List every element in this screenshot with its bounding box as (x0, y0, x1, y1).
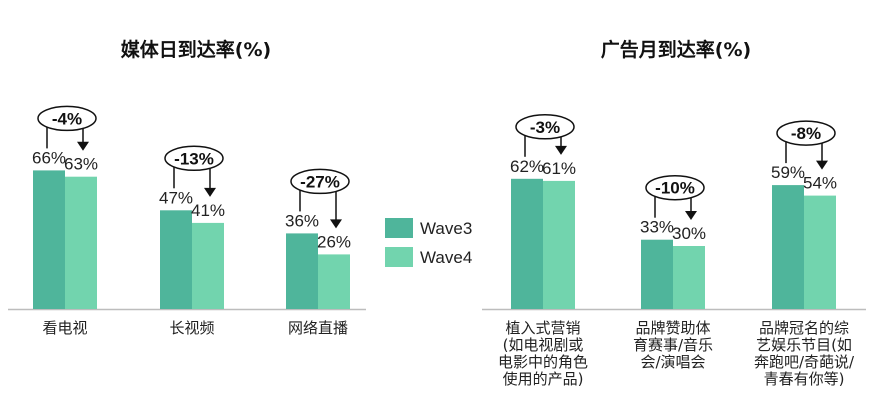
category-label: 电影中的角色 (498, 353, 588, 371)
category-label: 青春有你等) (764, 370, 845, 388)
change-arrow-head (555, 145, 567, 155)
change-oval (645, 174, 705, 201)
category-label: 育赛事/音乐 (633, 336, 713, 354)
bar-wave3-1 (511, 178, 543, 309)
chart-panel-2: 广告月到达率(%) 62%61% -3% 植入式营销(如电视剧或电影中的角色使用的产品… (482, 38, 866, 388)
bar-wave3-1 (33, 170, 65, 309)
bar-wave4-2 (192, 222, 224, 309)
legend-label: Wave4 (420, 248, 472, 267)
change-arrow-head (816, 160, 828, 170)
change-arrow-head (77, 141, 89, 151)
data-label: 36% (285, 211, 319, 230)
bar-wave4-2 (673, 246, 705, 309)
change-oval (37, 105, 97, 132)
change-oval (515, 114, 575, 140)
change-oval (290, 168, 350, 195)
category-label: 品牌冠名的综 (759, 319, 849, 337)
bar-wave3-3 (772, 185, 804, 309)
change-label: -3% (530, 118, 560, 137)
data-label: 63% (64, 155, 98, 174)
bar-wave3-2 (160, 210, 192, 309)
change-arrow-head (204, 187, 216, 197)
bar-wave4-1 (543, 180, 575, 309)
category-label: 会/演唱会 (640, 353, 705, 371)
change-arrow-head (685, 211, 697, 220)
data-label: 47% (159, 188, 193, 207)
change-label: -10% (655, 179, 695, 198)
chart-title: 广告月到达率(%) (601, 38, 751, 61)
change-oval (164, 145, 224, 172)
change-arrow-head (330, 219, 342, 229)
data-label: 54% (803, 174, 837, 193)
bar-wave4-3 (804, 195, 836, 309)
legend-swatch-wave3 (385, 218, 413, 238)
category-label: (如电视剧或 (503, 336, 584, 354)
data-label: 26% (317, 232, 351, 251)
legend-swatch-wave4 (385, 247, 413, 267)
change-label: -27% (300, 172, 340, 191)
category-label: 网络直播 (288, 319, 348, 337)
category-label: 品牌赞助体 (635, 319, 710, 337)
data-label: 62% (510, 157, 544, 176)
data-label: 41% (191, 201, 225, 220)
change-oval (776, 120, 836, 146)
legend-label: Wave3 (420, 219, 472, 238)
data-label: 66% (32, 148, 66, 167)
category-label: 看电视 (42, 319, 87, 337)
data-label: 61% (542, 159, 576, 178)
category-label: 长视频 (169, 319, 214, 337)
bar-wave3-2 (641, 239, 673, 309)
bar-wave4-3 (318, 254, 350, 309)
data-label: 30% (672, 224, 706, 243)
category-label: 使用的产品) (503, 370, 584, 388)
data-label: 33% (640, 218, 674, 237)
change-label: -4% (52, 109, 82, 128)
chart-title: 媒体日到达率(%) (121, 38, 271, 61)
bar-wave4-1 (65, 176, 97, 309)
data-label: 59% (771, 163, 805, 182)
chart-panel-1: 媒体日到达率(%) 66%63% -4% 看电视 47%41% -13% 长视频 36% 26%… (8, 38, 366, 337)
category-label: 奔跑吧/奇葩说/ (754, 353, 855, 371)
legend: Wave3 Wave4 (385, 218, 472, 267)
category-label: 艺娱乐节目(如 (756, 336, 852, 354)
change-label: -8% (791, 124, 821, 143)
chart-panels: 媒体日到达率(%) 66%63% -4% 看电视 47%41% -13% 长视频 36% 26%… (8, 38, 866, 388)
bar-wave3-3 (286, 233, 318, 309)
change-label: -13% (174, 149, 214, 168)
category-label: 植入式营销 (505, 319, 580, 337)
